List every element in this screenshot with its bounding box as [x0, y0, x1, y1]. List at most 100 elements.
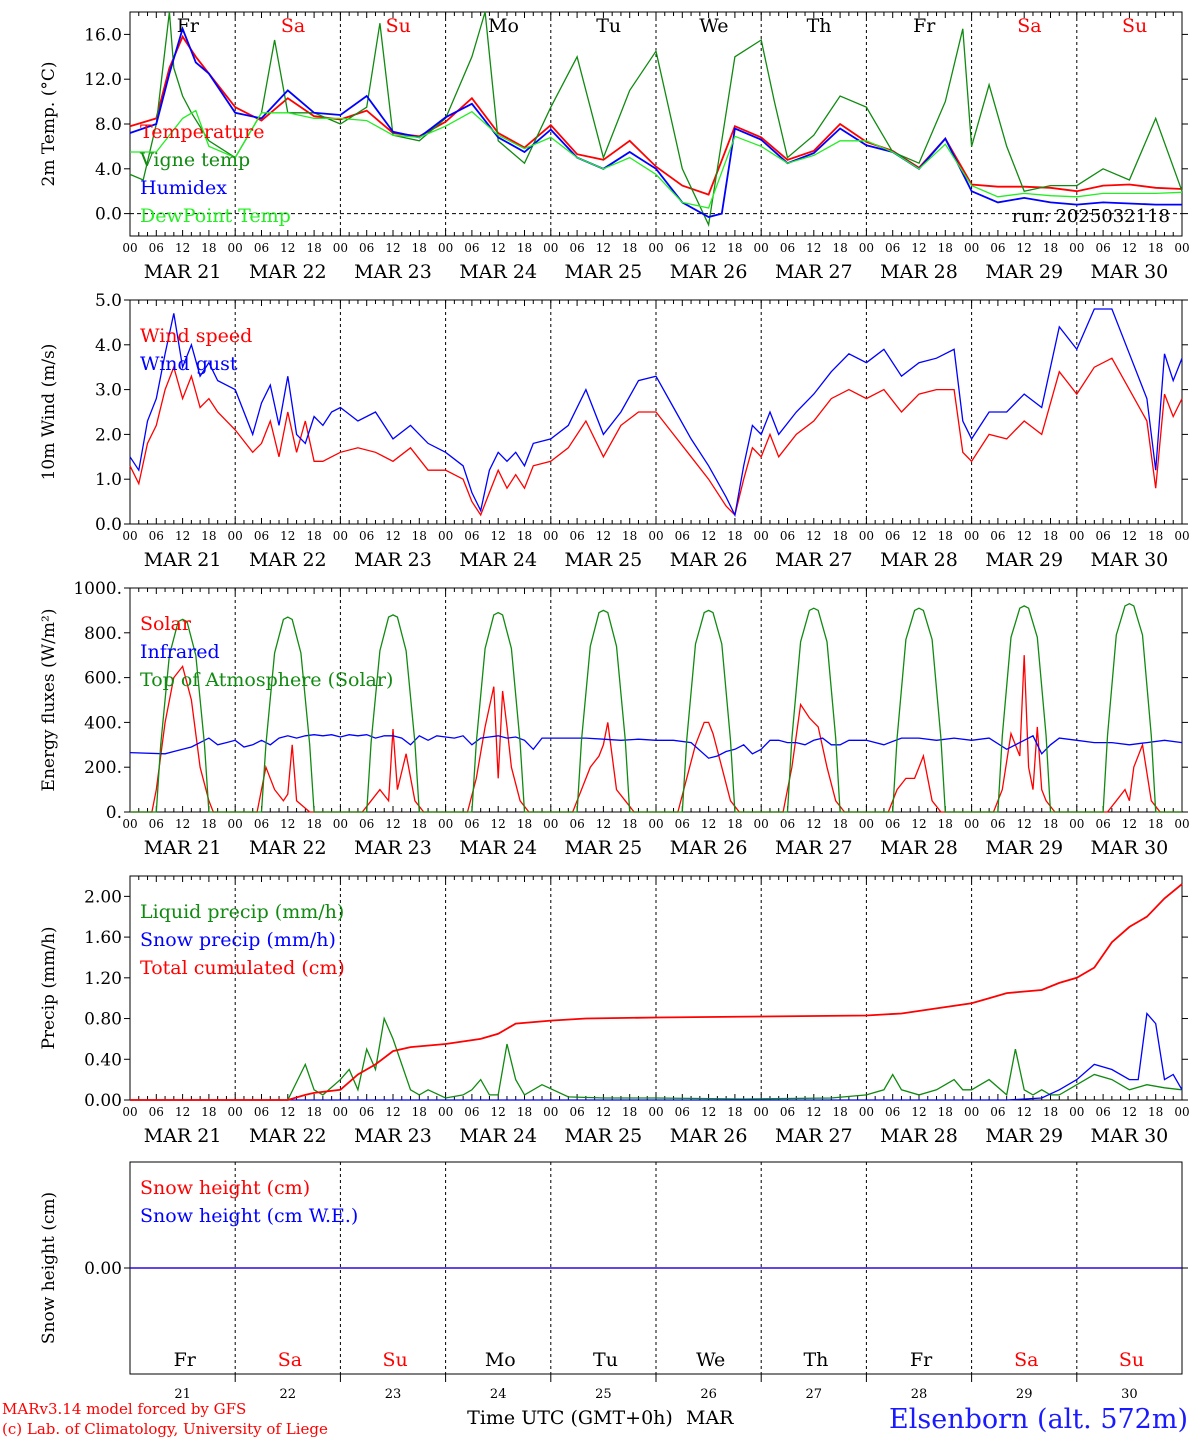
date-label: MAR 22 — [249, 261, 327, 283]
date-label: MAR 24 — [459, 261, 537, 283]
hour-label: 00 — [122, 817, 137, 831]
date-label: MAR 25 — [565, 837, 643, 859]
hour-label: 18 — [622, 1105, 637, 1119]
hour-label: 00 — [859, 241, 874, 255]
hour-label: 12 — [280, 241, 295, 255]
hour-label: 06 — [254, 241, 269, 255]
weekday-label: We — [699, 15, 728, 37]
y-axis-label: 2m Temp. (°C) — [39, 61, 59, 186]
y-tick-label: 4.0 — [95, 336, 122, 356]
legend-entry: Temperature — [140, 121, 264, 143]
series-line-wind-0 — [129, 357, 1183, 517]
hour-label: 18 — [938, 529, 953, 543]
hour-label: 18 — [412, 817, 427, 831]
x-axis-label: Time UTC (GMT+0h) — [467, 1407, 673, 1429]
date-label: MAR 23 — [354, 261, 432, 283]
hour-label: 06 — [990, 241, 1005, 255]
hour-label: 18 — [622, 529, 637, 543]
hour-label: 00 — [964, 529, 979, 543]
hour-label: 12 — [175, 1105, 190, 1119]
y-tick-label: 0.00 — [84, 1259, 122, 1279]
date-label: MAR 23 — [354, 549, 432, 571]
hour-label: 06 — [464, 529, 479, 543]
weekday-label: Fr — [910, 1349, 933, 1371]
date-label: MAR 26 — [670, 549, 748, 571]
hour-label: 00 — [1174, 1105, 1189, 1119]
series-line-wind-1 — [129, 308, 1183, 518]
hour-label: 06 — [885, 1105, 900, 1119]
date-label: MAR 30 — [1091, 549, 1169, 571]
hour-label: 18 — [832, 817, 847, 831]
weekday-label: Su — [382, 1349, 407, 1371]
date-label: MAR 25 — [565, 549, 643, 571]
y-tick-label: 400. — [84, 713, 122, 733]
date-label: MAR 21 — [144, 837, 222, 859]
hour-label: 18 — [938, 1105, 953, 1119]
hour-label: 00 — [1069, 817, 1084, 831]
date-label: MAR 24 — [459, 1125, 537, 1147]
hour-label: 18 — [306, 1105, 321, 1119]
weekday-label: Sa — [1017, 15, 1041, 37]
date-label: MAR 29 — [985, 549, 1063, 571]
hour-label: 18 — [412, 529, 427, 543]
weekday-label: Th — [803, 1349, 828, 1371]
hour-label: 06 — [675, 1105, 690, 1119]
hour-label: 18 — [306, 241, 321, 255]
day-number-label: 25 — [595, 1387, 612, 1402]
hour-label: 00 — [1174, 817, 1189, 831]
hour-label: 18 — [1148, 1105, 1163, 1119]
day-number-label: 23 — [385, 1387, 402, 1402]
hour-label: 18 — [412, 241, 427, 255]
hour-label: 18 — [306, 529, 321, 543]
hour-label: 00 — [859, 529, 874, 543]
plot-frame — [129, 587, 1183, 813]
hour-label: 18 — [517, 529, 532, 543]
hour-label: 06 — [359, 1105, 374, 1119]
y-tick-label: 1000. — [73, 579, 122, 599]
hour-label: 06 — [990, 529, 1005, 543]
hour-label: 12 — [385, 1105, 400, 1119]
hour-label: 06 — [464, 817, 479, 831]
hour-label: 00 — [333, 241, 348, 255]
hour-label: 00 — [438, 241, 453, 255]
date-label: MAR 28 — [880, 549, 958, 571]
weekday-label: Su — [1119, 1349, 1144, 1371]
y-axis-label: Snow height (cm) — [39, 1192, 59, 1344]
hour-label: 06 — [254, 817, 269, 831]
hour-label: 00 — [543, 241, 558, 255]
date-label: MAR 22 — [249, 1125, 327, 1147]
station-title: Elsenborn (alt. 572m) — [889, 1404, 1188, 1435]
series-line-precip-2 — [130, 883, 1183, 1101]
hour-label: 06 — [990, 817, 1005, 831]
y-tick-label: 2.00 — [84, 887, 122, 907]
hour-label: 18 — [727, 241, 742, 255]
hour-label: 18 — [938, 817, 953, 831]
hour-label: 06 — [675, 529, 690, 543]
hour-label: 00 — [1069, 241, 1084, 255]
y-axis-label: 10m Wind (m/s) — [39, 344, 59, 481]
hour-label: 06 — [359, 529, 374, 543]
date-label: MAR 28 — [880, 261, 958, 283]
date-label: MAR 22 — [249, 837, 327, 859]
hour-label: 12 — [1122, 241, 1137, 255]
date-label: MAR 25 — [565, 1125, 643, 1147]
hour-label: 06 — [569, 241, 584, 255]
hour-label: 12 — [175, 817, 190, 831]
hour-label: 00 — [333, 817, 348, 831]
hour-label: 00 — [754, 817, 769, 831]
date-label: MAR 26 — [670, 837, 748, 859]
hour-label: 06 — [254, 529, 269, 543]
hour-label: 12 — [1017, 529, 1032, 543]
hour-label: 00 — [754, 529, 769, 543]
weekday-label: Fr — [177, 15, 200, 37]
y-tick-label: 0.00 — [84, 1091, 122, 1111]
hour-label: 18 — [832, 529, 847, 543]
hour-label: 12 — [701, 529, 716, 543]
y-tick-label: 0. — [106, 803, 122, 823]
hour-label: 06 — [149, 241, 164, 255]
weekday-label: Sa — [1014, 1349, 1038, 1371]
legend-entry: DewPoint Temp — [140, 205, 291, 227]
hour-label: 06 — [359, 241, 374, 255]
hour-label: 18 — [622, 241, 637, 255]
